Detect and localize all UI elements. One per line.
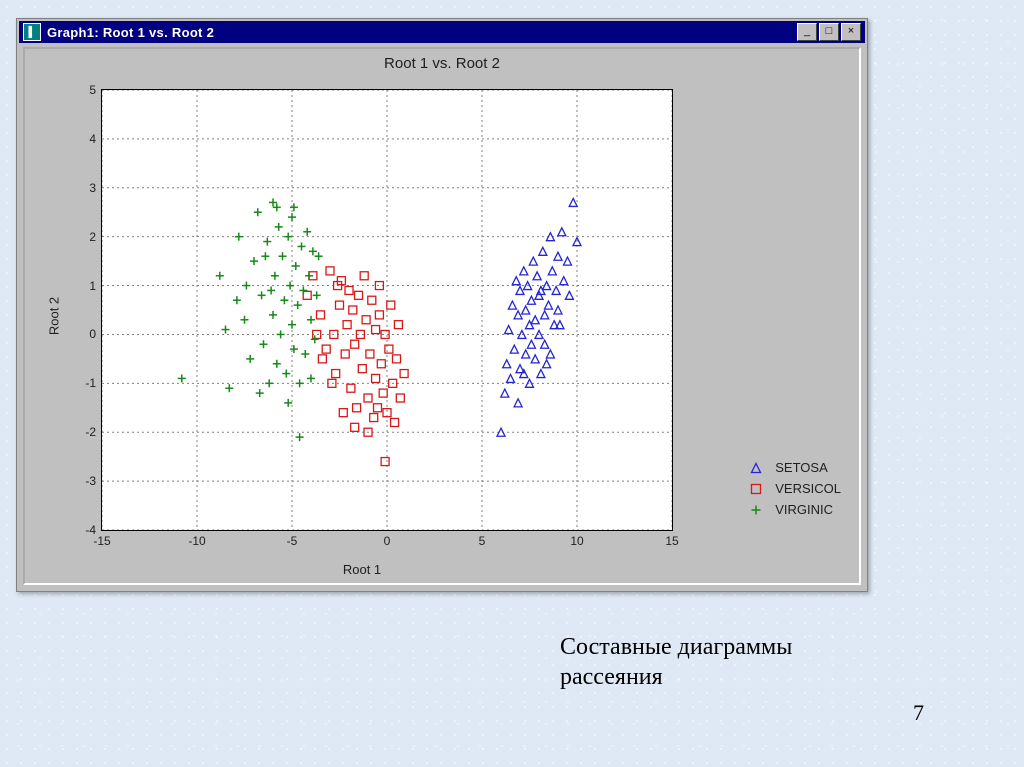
plus-icon (747, 503, 765, 517)
chart-title: Root 1 vs. Root 2 (25, 55, 859, 72)
app-icon: ▌ (23, 23, 41, 41)
y-tick-label: -1 (85, 376, 96, 390)
triangle-icon (747, 461, 765, 475)
y-tick-label: 2 (89, 230, 96, 244)
y-tick-label: -2 (85, 425, 96, 439)
y-tick-label: -3 (85, 474, 96, 488)
close-button[interactable]: × (841, 23, 861, 41)
legend-label: VIRGINIC (775, 502, 833, 517)
y-tick-label: 1 (89, 279, 96, 293)
slide-caption: Составные диаграммы рассеяния (560, 632, 880, 692)
y-tick-label: 5 (89, 83, 96, 97)
square-icon (747, 482, 765, 496)
x-tick-label: 10 (570, 534, 583, 548)
legend-label: SETOSA (775, 460, 828, 475)
y-tick-label: 4 (89, 132, 96, 146)
x-tick-label: -10 (188, 534, 205, 548)
y-tick-label: -4 (85, 523, 96, 537)
y-tick-label: 3 (89, 181, 96, 195)
window-buttons: _ □ × (797, 23, 861, 41)
graph-window: ▌ Graph1: Root 1 vs. Root 2 _ □ × Root 1… (16, 18, 868, 592)
x-tick-label: -5 (287, 534, 298, 548)
legend-label: VERSICOL (775, 481, 841, 496)
titlebar[interactable]: ▌ Graph1: Root 1 vs. Root 2 _ □ × (19, 21, 865, 43)
x-axis-label: Root 1 (25, 562, 699, 577)
maximize-button[interactable]: □ (819, 23, 839, 41)
scatter-plot: -15-10-5051015-4-3-2-1012345 (101, 89, 673, 531)
x-tick-label: 5 (479, 534, 486, 548)
page-number: 7 (913, 700, 924, 726)
legend-item: SETOSA (747, 460, 841, 475)
legend-item: VERSICOL (747, 481, 841, 496)
slide: ▌ Graph1: Root 1 vs. Root 2 _ □ × Root 1… (0, 0, 1024, 767)
minimize-button[interactable]: _ (797, 23, 817, 41)
window-title: Graph1: Root 1 vs. Root 2 (47, 25, 797, 40)
x-tick-label: 15 (665, 534, 678, 548)
y-tick-label: 0 (89, 327, 96, 341)
graph-area: Root 1 vs. Root 2 Root 2 Root 1 -15-10-5… (23, 47, 861, 585)
y-axis-label: Root 2 (47, 297, 62, 335)
legend: SETOSA VERSICOL VIRGINIC (747, 454, 841, 523)
x-tick-label: 0 (384, 534, 391, 548)
legend-item: VIRGINIC (747, 502, 841, 517)
